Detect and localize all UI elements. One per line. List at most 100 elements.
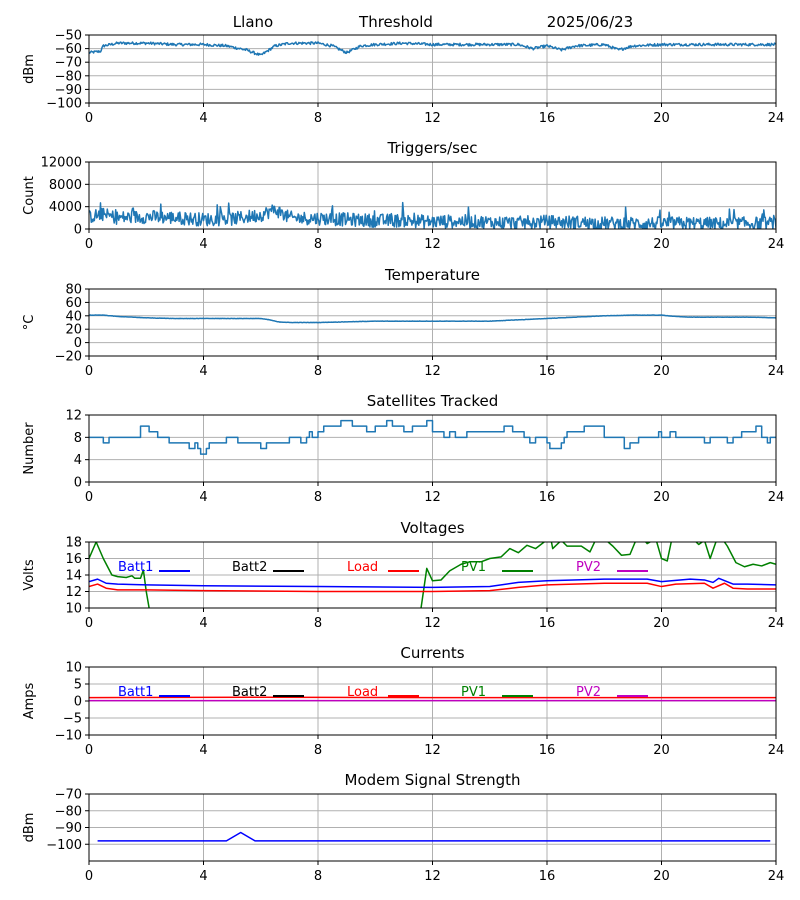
x-tick-label: 20 <box>653 869 670 884</box>
threshold-ylabel: dBm <box>22 54 37 84</box>
x-tick-label: 8 <box>314 743 322 758</box>
y-tick-label: 8 <box>74 431 82 446</box>
x-tick-label: 20 <box>653 490 670 505</box>
modem-ylabel: dBm <box>22 813 37 843</box>
x-tick-label: 4 <box>199 364 207 379</box>
x-tick-label: 0 <box>85 237 93 252</box>
x-tick-label: 16 <box>539 869 556 884</box>
satellites-ylabel: Number <box>22 422 37 475</box>
y-tick-label: −100 <box>46 97 82 112</box>
chart-triggers: 0 4 8 12 16 20 24 0 4000 8000 12000 Triggers/sec Cou… <box>22 139 784 252</box>
y-tick-label: 4000 <box>49 200 82 215</box>
temperature-title: Temperature <box>384 266 480 284</box>
x-tick-label: 8 <box>314 616 322 631</box>
figure-header: Llano Threshold 2025/06/23 <box>233 13 633 31</box>
x-tick-label: 4 <box>199 111 207 126</box>
y-tick-label: −60 <box>55 42 82 57</box>
x-tick-label: 20 <box>653 237 670 252</box>
temperature-grid <box>88 288 777 357</box>
satellites-title: Satellites Tracked <box>367 392 498 410</box>
legend-label-batt1: Batt1 <box>118 560 153 575</box>
x-tick-label: 12 <box>424 743 441 758</box>
currents-ylabel: Amps <box>22 682 37 719</box>
x-tick-label: 24 <box>768 490 785 505</box>
y-tick-label: −100 <box>46 838 82 853</box>
y-tick-label: 40 <box>65 309 82 324</box>
voltages-series-line-load <box>89 582 776 593</box>
voltages-title: Voltages <box>400 519 464 537</box>
temperature-series-line-0 <box>89 314 776 324</box>
x-tick-label: 4 <box>199 616 207 631</box>
triggers-series <box>89 201 776 229</box>
modem-series <box>97 831 771 842</box>
x-tick-label: 12 <box>424 364 441 379</box>
y-tick-label: 16 <box>65 552 82 567</box>
x-tick-label: 8 <box>314 869 322 884</box>
threshold-series <box>89 41 776 56</box>
x-tick-label: 16 <box>539 364 556 379</box>
y-tick-label: 60 <box>65 296 82 311</box>
legend-label-batt1: Batt1 <box>118 685 153 700</box>
y-tick-label: −70 <box>55 56 82 71</box>
y-tick-label: 18 <box>65 536 82 551</box>
y-tick-label: 14 <box>65 569 82 584</box>
y-tick-label: 12000 <box>41 156 82 171</box>
threshold-series-line-0 <box>89 41 776 56</box>
x-tick-label: 0 <box>85 490 93 505</box>
x-tick-label: 8 <box>314 111 322 126</box>
y-tick-label: 10 <box>65 661 82 676</box>
x-tick-label: 20 <box>653 743 670 758</box>
x-tick-label: 16 <box>539 237 556 252</box>
x-tick-label: 16 <box>539 111 556 126</box>
x-tick-label: 16 <box>539 743 556 758</box>
x-tick-label: 24 <box>768 364 785 379</box>
modem-series-line-0 <box>97 831 771 842</box>
triggers-series-line-0 <box>89 201 776 229</box>
mode-label: Threshold <box>358 13 433 31</box>
legend-label-pv1: PV1 <box>461 560 486 575</box>
y-tick-label: −5 <box>63 712 82 727</box>
chart-satellites: 0 4 8 12 16 20 24 0 4 8 12 Satellites Tracked Number <box>22 392 784 505</box>
legend-label-load: Load <box>347 685 378 700</box>
x-tick-label: 12 <box>424 869 441 884</box>
x-tick-label: 24 <box>768 237 785 252</box>
y-tick-label: 0 <box>74 336 82 351</box>
x-tick-label: 0 <box>85 364 93 379</box>
x-tick-label: 0 <box>85 616 93 631</box>
voltages-grid <box>88 541 777 609</box>
x-tick-label: 24 <box>768 869 785 884</box>
y-tick-label: −80 <box>55 69 82 84</box>
x-tick-label: 20 <box>653 364 670 379</box>
x-tick-label: 24 <box>768 111 785 126</box>
y-tick-label: 0 <box>74 223 82 238</box>
x-tick-label: 12 <box>424 616 441 631</box>
legend-label-load: Load <box>347 560 378 575</box>
y-tick-label: −10 <box>55 729 82 744</box>
triggers-title: Triggers/sec <box>387 139 478 157</box>
x-tick-label: 12 <box>424 490 441 505</box>
legend-label-pv1: PV1 <box>461 685 486 700</box>
y-tick-label: −20 <box>55 350 82 365</box>
y-tick-label: −80 <box>55 804 82 819</box>
satellites-series <box>89 419 776 455</box>
station-name: Llano <box>233 13 273 31</box>
x-tick-label: 8 <box>314 237 322 252</box>
legend-label-pv2: PV2 <box>576 560 601 575</box>
legend-label-pv2: PV2 <box>576 685 601 700</box>
currents-title: Currents <box>400 644 464 662</box>
y-tick-label: 12 <box>65 585 82 600</box>
y-tick-label: −70 <box>55 788 82 803</box>
y-tick-label: −90 <box>55 83 82 98</box>
y-tick-label: 20 <box>65 323 82 338</box>
x-tick-label: 20 <box>653 111 670 126</box>
legend-label-batt2: Batt2 <box>232 560 267 575</box>
temperature-ylabel: °C <box>22 315 37 331</box>
voltages-series-line-batt1 <box>89 577 776 589</box>
y-tick-label: 4 <box>74 453 82 468</box>
y-tick-label: 10 <box>65 602 82 617</box>
